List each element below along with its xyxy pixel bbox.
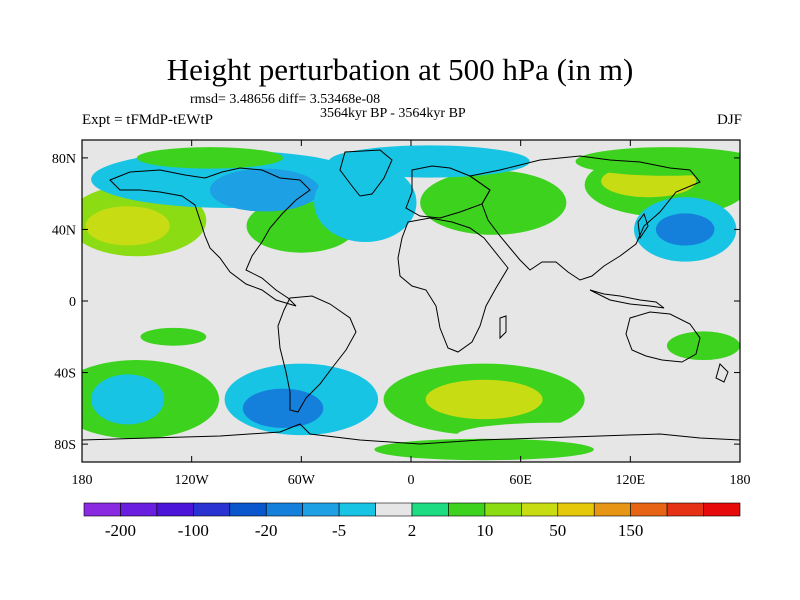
anomaly-region-11 <box>314 163 417 242</box>
anomaly-region-25 <box>374 438 594 461</box>
anomaly-region-26 <box>666 331 740 361</box>
lon-tick-label: 60W <box>288 473 316 488</box>
anomaly-region-23 <box>425 379 543 420</box>
coastline-madagascar <box>499 315 507 340</box>
anomaly-region-20 <box>242 388 324 429</box>
lon-tick-label: 120W <box>175 473 210 488</box>
anomaly-region-12 <box>328 145 530 178</box>
colorbar-swatch <box>193 502 231 517</box>
coastline-new-zealand <box>715 363 729 383</box>
colorbar-swatch <box>484 502 522 517</box>
stats-text: rmsd= 3.48656 diff= 3.53468e-08 <box>190 92 381 107</box>
colorbar-swatch <box>156 502 194 517</box>
colorbar-swatch <box>411 502 449 517</box>
colorbar-swatch <box>229 502 267 517</box>
anomaly-region-15 <box>449 243 501 269</box>
longitude-axis: 180 120W 60W 0 60E 120E 180 <box>72 140 751 488</box>
anomaly-region-10 <box>209 168 320 212</box>
map-title: Height perturbation at 500 hPa (in m) <box>166 52 634 87</box>
coastlines <box>82 149 740 445</box>
anomaly-region-1 <box>85 206 170 246</box>
coastline-greenland <box>339 149 393 197</box>
coastline-antarctica <box>82 423 740 445</box>
colorbar-swatch <box>120 502 158 517</box>
colorbar-label: 150 <box>618 521 644 540</box>
anomaly-region-16 <box>140 327 207 346</box>
lon-tick-label: 180 <box>730 473 751 488</box>
colorbar-swatch <box>83 502 121 517</box>
anomaly-region-14 <box>553 252 598 278</box>
coastline-africa <box>397 217 509 353</box>
colorbar-label: -20 <box>255 521 278 540</box>
anomaly-region-27 <box>672 363 740 418</box>
coastline-south-america <box>277 295 357 413</box>
anomaly-region-8 <box>655 213 715 246</box>
anomaly-region-3 <box>420 170 567 235</box>
lat-tick-label: 80N <box>52 152 76 167</box>
map-area <box>82 140 740 462</box>
colorbar: -200 -100 -20 -5 2 10 50 150 <box>83 502 741 540</box>
colorbar-swatch <box>593 502 631 517</box>
colorbar-swatch <box>666 502 704 517</box>
anomaly-region-6 <box>575 147 740 176</box>
colorbar-swatch <box>265 502 303 517</box>
anomaly-region-13 <box>136 147 284 169</box>
colorbar-label: 2 <box>408 521 417 540</box>
latitude-axis: 80N 40N 0 40S 80S <box>52 152 740 453</box>
anomaly-region-21 <box>356 340 466 369</box>
coastline-asia <box>468 155 701 281</box>
lat-tick-label: 40N <box>52 223 76 238</box>
colorbar-swatch <box>338 502 376 517</box>
coastline-australia <box>625 311 701 363</box>
colorbar-swatch <box>448 502 486 517</box>
lon-tick-label: 60E <box>509 473 532 488</box>
colorbar-swatch <box>302 502 340 517</box>
lat-tick-label: 0 <box>69 295 76 310</box>
colorbar-label: -200 <box>105 521 136 540</box>
coastline-japan <box>637 212 649 240</box>
colorbar-label: -100 <box>178 521 209 540</box>
lon-tick-label: 0 <box>408 473 415 488</box>
colorbar-label: -5 <box>332 521 346 540</box>
lon-tick-label: 180 <box>72 473 93 488</box>
colorbar-label: 50 <box>549 521 566 540</box>
lat-tick-label: 80S <box>54 438 76 453</box>
colorbar-swatch <box>630 502 668 517</box>
colorbar-label: 10 <box>476 521 493 540</box>
lon-tick-label: 120E <box>616 473 646 488</box>
colorbar-swatch <box>375 502 413 517</box>
experiment-label: Expt = tFMdP-tEWtP <box>82 112 213 128</box>
coastline-north-america <box>109 167 311 307</box>
anomaly-contours <box>82 145 740 461</box>
colorbar-swatch <box>703 502 741 517</box>
period-text: 3564kyr BP - 3564kyr BP <box>320 106 466 121</box>
colorbar-swatch <box>557 502 595 517</box>
anomaly-region-18 <box>91 374 165 425</box>
coastline-europe <box>405 165 491 219</box>
season-label: DJF <box>716 112 742 128</box>
colorbar-swatch <box>521 502 559 517</box>
lat-tick-label: 40S <box>54 367 76 382</box>
coastline-indonesia <box>589 289 665 309</box>
